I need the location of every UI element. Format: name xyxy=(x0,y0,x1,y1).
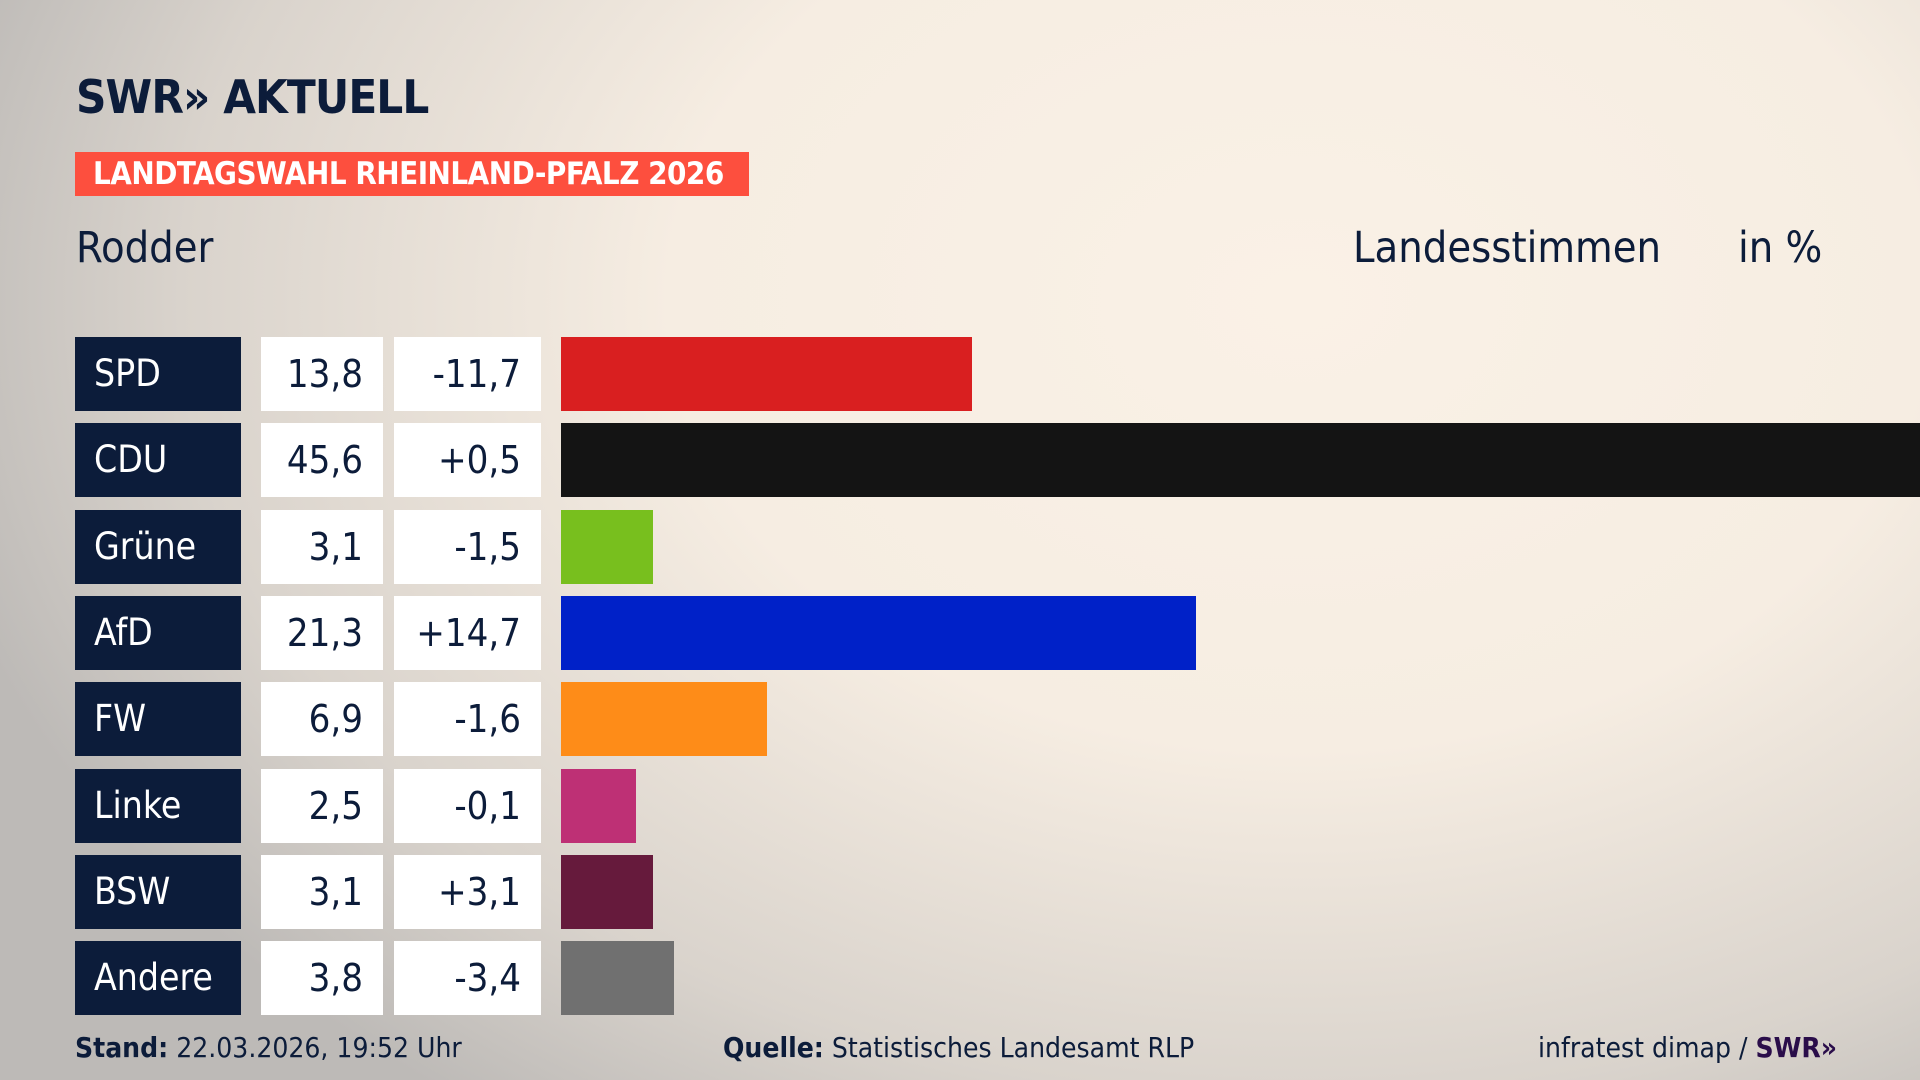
party-label: Linke xyxy=(75,768,241,843)
value-label: 45,6 xyxy=(261,423,383,498)
footer-stand: Stand: 22.03.2026, 19:52 Uhr xyxy=(75,1028,462,1068)
change-label: -1,6 xyxy=(394,682,541,757)
value-label: 6,9 xyxy=(261,682,383,757)
source-label: Quelle: xyxy=(723,1031,824,1064)
party-label: SPD xyxy=(75,337,241,411)
change-label: -3,4 xyxy=(394,941,541,1016)
party-label: Andere xyxy=(75,941,241,1016)
region-title: Rodder xyxy=(76,223,214,273)
footer-credit: infratest dimap / SWR» xyxy=(1538,1028,1837,1068)
party-label: CDU xyxy=(75,423,241,498)
source-value: Statistisches Landesamt RLP xyxy=(831,1031,1195,1064)
election-banner: LANDTAGSWAHL RHEINLAND-PFALZ 2026 xyxy=(75,152,749,196)
unit-label: in % xyxy=(1738,223,1823,273)
change-label: +0,5 xyxy=(394,423,541,498)
footer-source: Quelle: Statistisches Landesamt RLP xyxy=(723,1028,1194,1068)
change-label: +14,7 xyxy=(394,595,541,670)
value-label: 3,8 xyxy=(261,941,383,1016)
party-label: BSW xyxy=(75,854,241,929)
bar-andere xyxy=(561,941,675,1016)
swr-aktuell-logo: SWR» AKTUELL xyxy=(76,70,429,124)
bar-cdu xyxy=(561,423,1920,498)
change-label: -0,1 xyxy=(394,768,541,843)
change-label: -11,7 xyxy=(394,337,541,411)
party-label: Grüne xyxy=(75,509,241,584)
bar-grüne xyxy=(561,509,654,584)
bar-linke xyxy=(561,768,636,843)
stand-label: Stand: xyxy=(75,1031,169,1064)
bar-afd xyxy=(561,595,1196,670)
bar-spd xyxy=(561,337,973,411)
measure-label: Landesstimmen xyxy=(1353,223,1662,273)
party-label: AfD xyxy=(75,595,241,670)
value-label: 21,3 xyxy=(261,595,383,670)
value-label: 3,1 xyxy=(261,509,383,584)
value-label: 3,1 xyxy=(261,854,383,929)
bar-bsw xyxy=(561,854,654,929)
bar-fw xyxy=(561,682,767,757)
value-label: 13,8 xyxy=(261,337,383,411)
value-label: 2,5 xyxy=(261,768,383,843)
credit-text: infratest dimap / xyxy=(1538,1031,1748,1064)
stand-value: 22.03.2026, 19:52 Uhr xyxy=(176,1031,462,1064)
party-label: FW xyxy=(75,682,241,757)
swr-logo: SWR» xyxy=(1755,1031,1838,1064)
change-label: +3,1 xyxy=(394,854,541,929)
change-label: -1,5 xyxy=(394,509,541,584)
